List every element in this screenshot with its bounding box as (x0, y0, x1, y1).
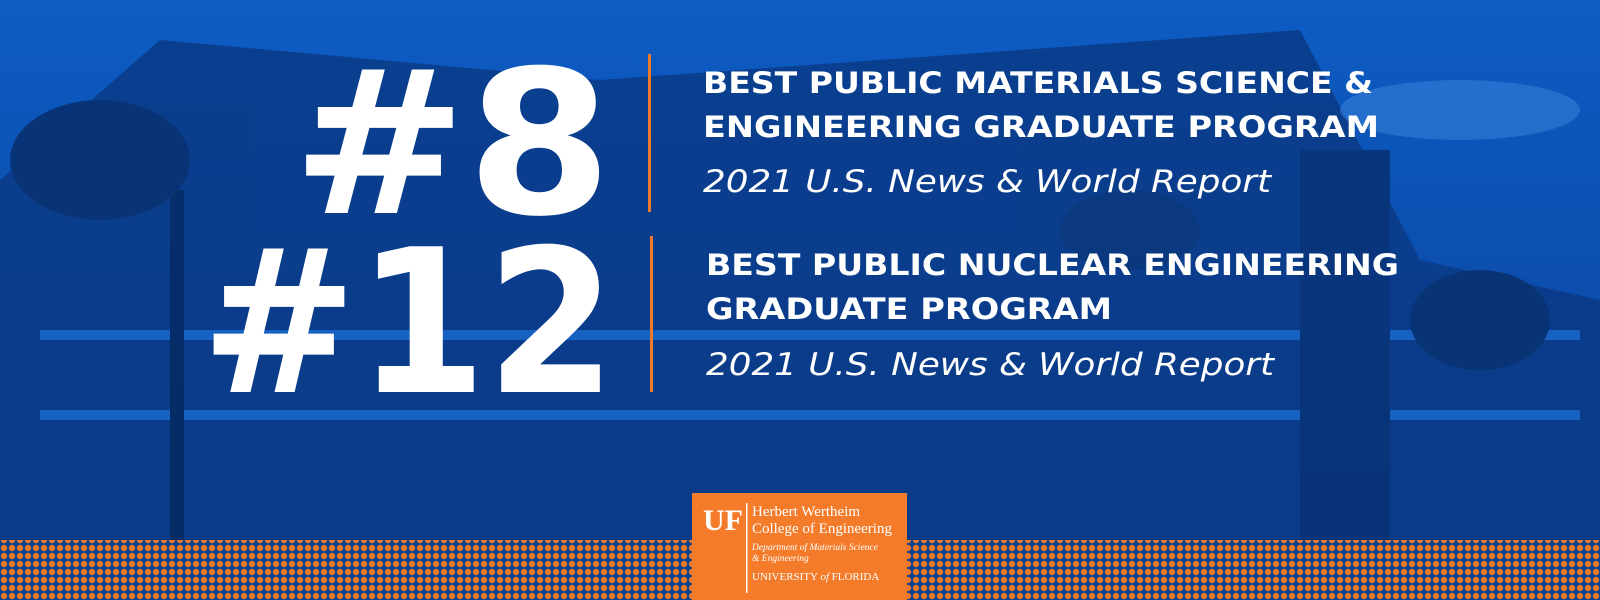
logo-university: FLORIDA (832, 571, 880, 583)
logo-box (692, 493, 907, 600)
logo-college: College of Engineering (752, 521, 892, 537)
rank-number: #12 (201, 207, 616, 440)
logo-college: Herbert Wertheim (752, 504, 860, 520)
rank-number: #8 (292, 28, 612, 261)
divider (648, 54, 651, 212)
ranking-source: 2021 U.S. News & World Report (706, 347, 1276, 383)
logo-mark: UF (703, 504, 743, 537)
ranking-source: 2021 U.S. News & World Report (703, 164, 1273, 200)
logo-university: UNIVERSITY of FLORIDA (752, 571, 879, 583)
logo-department: Department of Materials Science (751, 542, 878, 553)
logo: UF Herbert Wertheim College of Engineeri… (692, 493, 907, 600)
divider (650, 236, 653, 392)
ranking-title: BEST PUBLIC NUCLEAR ENGINEERING (706, 248, 1399, 282)
logo-university: of (820, 571, 831, 583)
logo-department: & Engineering (752, 554, 809, 564)
logo-divider (746, 503, 748, 593)
logo-university: UNIVERSITY (752, 571, 818, 583)
ranking-title: GRADUATE PROGRAM (706, 292, 1112, 326)
building (0, 30, 1600, 560)
ranking-title: ENGINEERING GRADUATE PROGRAM (703, 110, 1379, 144)
ranking-title: BEST PUBLIC MATERIALS SCIENCE & (703, 66, 1373, 100)
